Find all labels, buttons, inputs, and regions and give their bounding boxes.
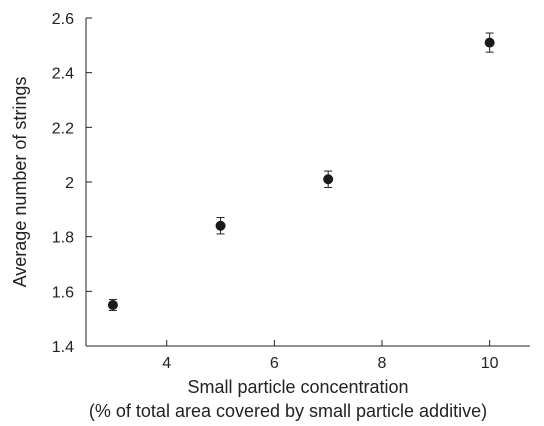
y-tick-label: 2 <box>65 175 74 192</box>
y-tick-label: 1.6 <box>52 284 74 301</box>
x-axis-ticks: 4 6 8 10 <box>162 340 499 372</box>
data-point <box>323 170 334 188</box>
data-marker <box>215 220 226 231</box>
data-marker <box>484 37 495 48</box>
y-axis-title: Average number of strings <box>10 77 30 288</box>
y-tick-label: 2.4 <box>52 66 74 83</box>
y-tick-label: 2.6 <box>52 11 74 28</box>
data-point <box>215 217 226 235</box>
y-tick-label: 2.2 <box>52 120 74 137</box>
x-tick-label: 10 <box>481 355 499 372</box>
x-axis-title: Small particle concentration <box>187 377 408 397</box>
y-axis-ticks: 1.4 1.6 1.8 2 2.2 2.4 2.6 <box>52 11 92 356</box>
x-tick-label: 6 <box>270 355 279 372</box>
y-tick-label: 1.4 <box>52 339 74 356</box>
data-marker <box>107 300 118 310</box>
x-tick-label: 8 <box>378 355 387 372</box>
x-axis-subtitle: (% of total area covered by small partic… <box>89 401 487 421</box>
data-marker <box>323 174 334 185</box>
axes <box>85 18 530 347</box>
x-tick-label: 4 <box>162 355 171 372</box>
data-point <box>107 299 118 311</box>
data-points <box>107 32 495 311</box>
y-tick-label: 1.8 <box>52 230 74 247</box>
data-point <box>484 32 495 53</box>
